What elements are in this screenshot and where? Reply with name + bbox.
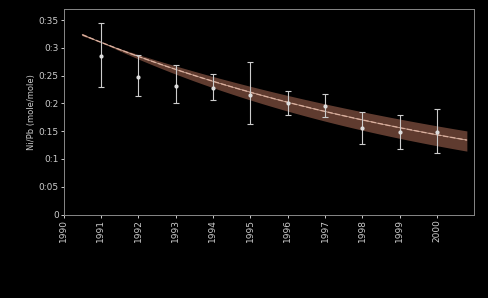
Y-axis label: Ni/Pb (mole/mole): Ni/Pb (mole/mole): [27, 74, 36, 150]
